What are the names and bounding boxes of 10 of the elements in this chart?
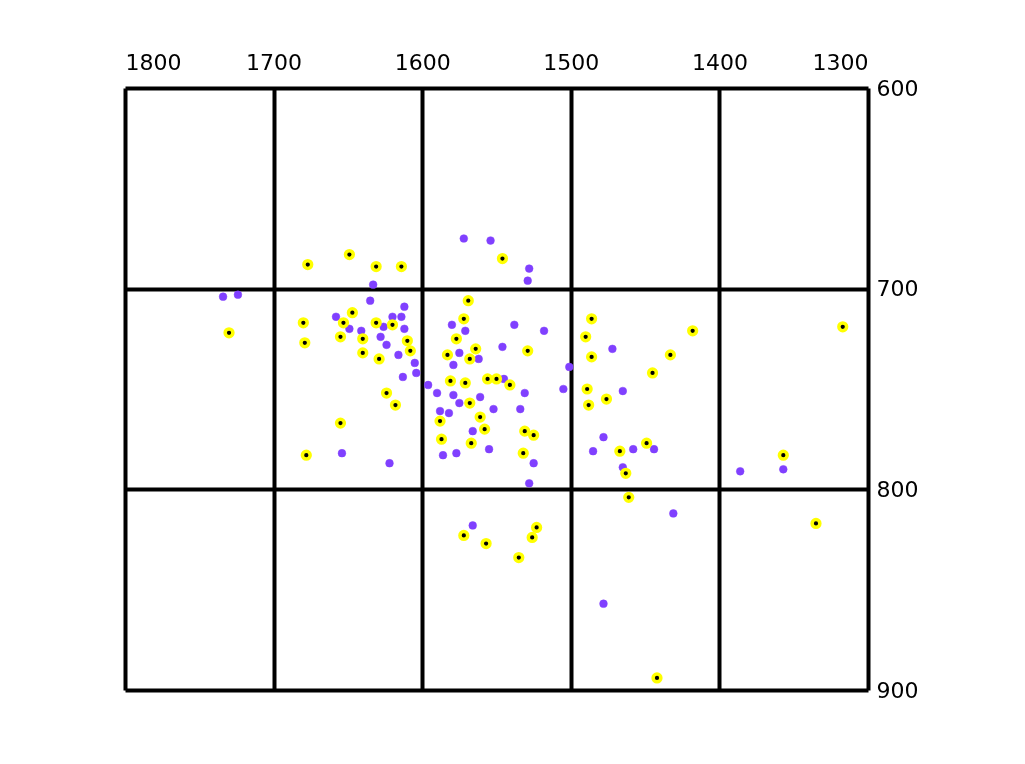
x-tick-label: 1600 [394,49,451,75]
y-tick-label: 600 [876,75,919,101]
y-tick-label: 700 [876,276,919,302]
y-tick-label: 800 [876,476,919,502]
x-tick-label: 1700 [246,49,303,75]
y-tick-label: 900 [876,677,919,703]
x-tick-label: 1400 [691,49,748,75]
x-tick-label: 1300 [812,49,869,75]
x-tick-label: 1500 [543,49,600,75]
x-tick-label: 1800 [125,49,182,75]
